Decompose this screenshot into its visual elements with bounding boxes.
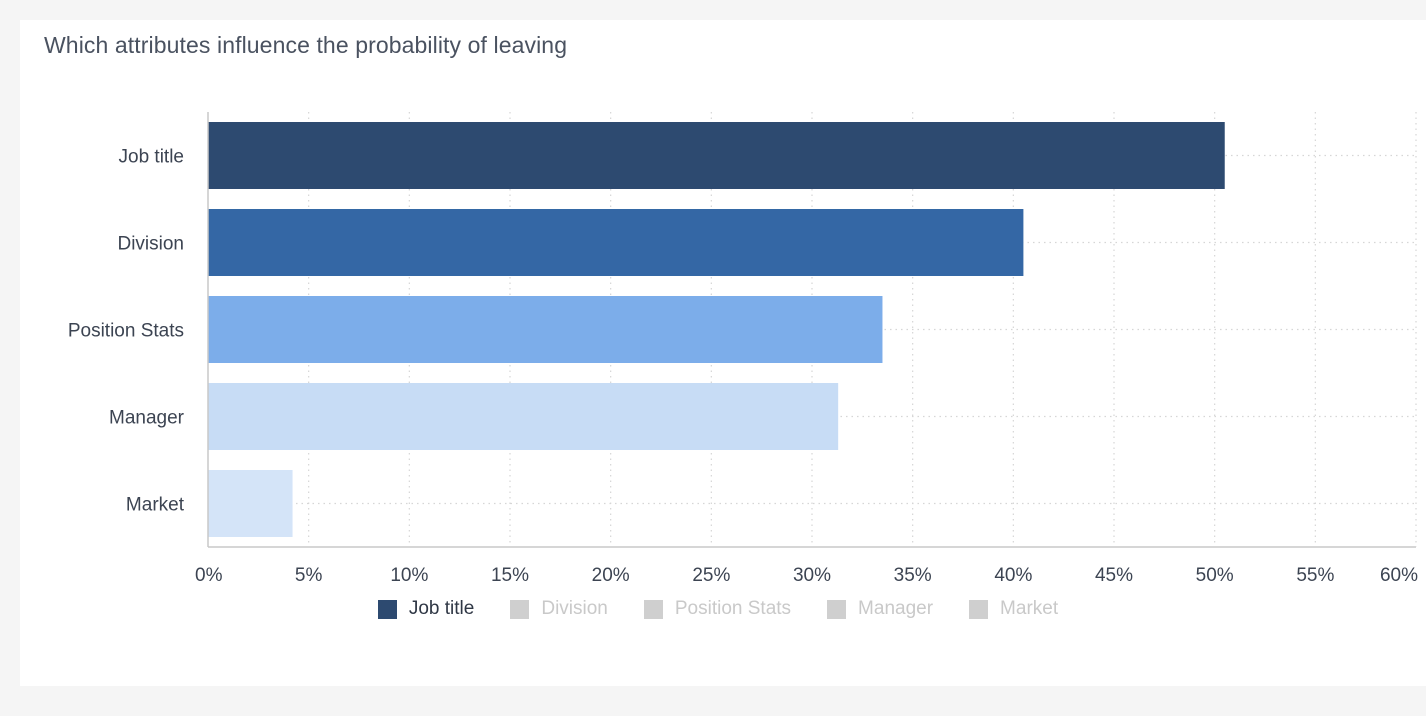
category-label: Manager [109,408,185,429]
legend-swatch [643,599,663,619]
x-tick-label: 50% [1196,565,1234,586]
bar-position-stats[interactable] [208,296,883,363]
x-tick-label: 10% [390,565,428,586]
x-tick-label: 15% [491,565,529,586]
bars [208,122,1225,537]
legend-label: Market [1000,598,1059,619]
axes [207,112,1416,548]
x-tick-label: 40% [994,565,1032,586]
x-tick-label: 20% [592,565,630,586]
legend-item-division[interactable]: Division [510,598,608,620]
legend-swatch [969,599,989,619]
legend-swatch [377,599,397,619]
x-tick-label: 30% [793,565,831,586]
tick-labels: 0% 5% 10% 15% 20% 25% 30% 35% 40% 45% 50% 55% 60% [195,565,1418,586]
legend-swatch [510,599,530,619]
x-tick-label: 5% [295,565,323,586]
legend-item-position-stats[interactable]: Position Stats [643,598,792,620]
bar-chart: Job title Division Position Stats Manager Ma… [68,112,1418,586]
x-tick-label: 0% [195,565,223,586]
legend-swatch [827,599,847,619]
legend-label: Manager [858,598,934,619]
x-tick-label: 55% [1296,565,1334,586]
category-label: Position Stats [68,321,184,342]
legend-item-market[interactable]: Market [969,598,1058,620]
chart-title: Which attributes influence the probabili… [44,32,568,58]
x-tick-label: 60% [1380,565,1418,586]
category-labels: Job title Division Position Stats Manager Ma… [68,147,185,516]
category-label: Market [126,495,185,516]
bar-market[interactable] [208,470,293,537]
x-tick-label: 25% [692,565,730,586]
bar-manager[interactable] [208,383,839,450]
legend-item-manager[interactable]: Manager [827,598,933,620]
legend-label: Division [541,598,608,619]
x-tick-label: 45% [1095,565,1133,586]
legend-label: Position Stats [674,598,792,619]
legend: Job title Division Position Stats Manager Ma… [0,598,1426,620]
x-tick-label: 35% [894,565,932,586]
legend-label: Job title [408,598,475,619]
bar-division[interactable] [208,209,1024,276]
bar-job-title[interactable] [208,122,1225,189]
category-label: Job title [119,147,184,168]
category-label: Division [117,234,184,255]
legend-item-job-title[interactable]: Job title [377,598,475,620]
